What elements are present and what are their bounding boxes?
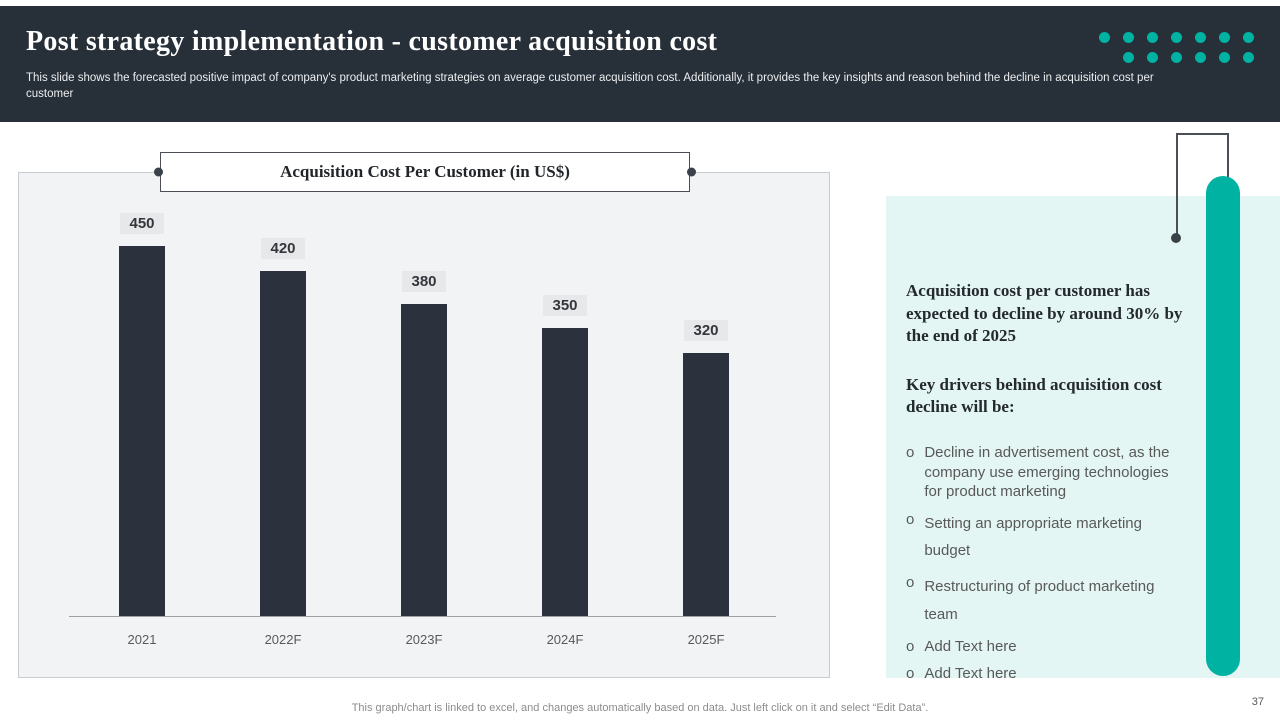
footer-note: This graph/chart is linked to excel, and… [351,702,929,714]
bar-2023F[interactable] [401,304,447,616]
bar-group[interactable]: 320 [636,320,776,616]
bullet-marker: o [906,510,915,528]
decor-dot-icon [1219,52,1230,63]
bullet-marker: o [906,574,915,592]
key-driver-text: Setting an appropriate marketing budget [924,514,1142,560]
key-drivers-heading: Key drivers behind acquisition cost decl… [906,374,1162,417]
page-title: Post strategy implementation - customer … [26,26,718,57]
page-subtitle: This slide shows the forecasted positive… [26,72,1154,101]
bar-group[interactable]: 450 [72,213,212,616]
connector-line-top [1176,133,1228,135]
bar-value-label: 450 [120,213,164,234]
axis-category-label: 2021 [127,632,157,647]
x-axis-line [69,616,776,617]
decor-dot-icon [1171,32,1182,43]
axis-category-label: 2025F [687,632,725,647]
accent-capsule [1206,176,1240,676]
axis-category-label: 2022F [264,632,302,647]
bar-2024F[interactable] [542,328,588,616]
bullet-marker: o [906,444,915,462]
decor-dot-icon [1195,32,1206,43]
decor-dot-icon [1123,32,1134,43]
key-driver-item: o Decline in advertisement cost, as the c… [906,443,1190,502]
connector-line-left [1176,133,1178,234]
decor-dot-icon [1243,32,1254,43]
chart-plot-area[interactable]: 450 2021 420 2022F 380 2023F 350 2024F 320 2025F [18,172,830,678]
decor-dot-icon [1147,32,1158,43]
slide-header: Post strategy implementation - customer … [0,6,1280,122]
bar-value-label: 420 [261,238,305,259]
bar-value-label: 350 [543,295,587,316]
insight-heading: Acquisition cost per customer has expect… [906,281,1183,346]
decor-dot-icon [1171,52,1182,63]
title-box-dot-left [154,167,163,177]
bar-group[interactable]: 350 [495,295,635,616]
key-driver-item: o Add Text here [906,664,1190,684]
bar-group[interactable]: 380 [354,271,494,616]
title-box-dot-right [687,167,696,177]
key-driver-item: o Restructuring of product marketing team [906,573,1190,629]
decor-dot-icon [1219,32,1230,43]
axis-category-label: 2023F [405,632,443,647]
page-number: 37 [1251,696,1264,708]
decor-dot-icon [1243,52,1254,63]
connector-dot [1171,233,1181,243]
axis-category-label: 2024F [546,632,584,647]
bullet-marker: o [906,665,915,683]
header-dots [1099,32,1254,63]
chart-title: Acquisition Cost Per Customer (in US$) [280,162,570,181]
bar-2022F[interactable] [260,271,306,616]
decor-dot-icon [1099,32,1110,43]
bar-group[interactable]: 420 [213,238,353,616]
decor-dot-icon [1147,52,1158,63]
key-driver-text: Restructuring of product marketing team [924,578,1155,623]
bar-value-label: 320 [684,320,728,341]
bar-2021[interactable] [119,246,165,616]
decor-dot-icon [1123,52,1134,63]
bar-2025F[interactable] [683,353,729,616]
key-driver-text: Add Text here [924,665,1017,683]
key-driver-item: o Setting an appropriate marketing budget [906,510,1190,566]
decor-dot-icon [1195,52,1206,63]
connector-line-right [1227,133,1229,177]
key-driver-text: Decline in advertisement cost, as the co… [924,444,1170,501]
key-driver-text: Add Text here [924,637,1017,655]
bar-value-label: 380 [402,271,446,292]
key-drivers-list: o Decline in advertisement cost, as the c… [906,443,1190,684]
key-driver-item: o Add Text here [906,637,1190,657]
bullet-marker: o [906,637,915,655]
chart-title-box: Acquisition Cost Per Customer (in US$) [154,152,696,192]
